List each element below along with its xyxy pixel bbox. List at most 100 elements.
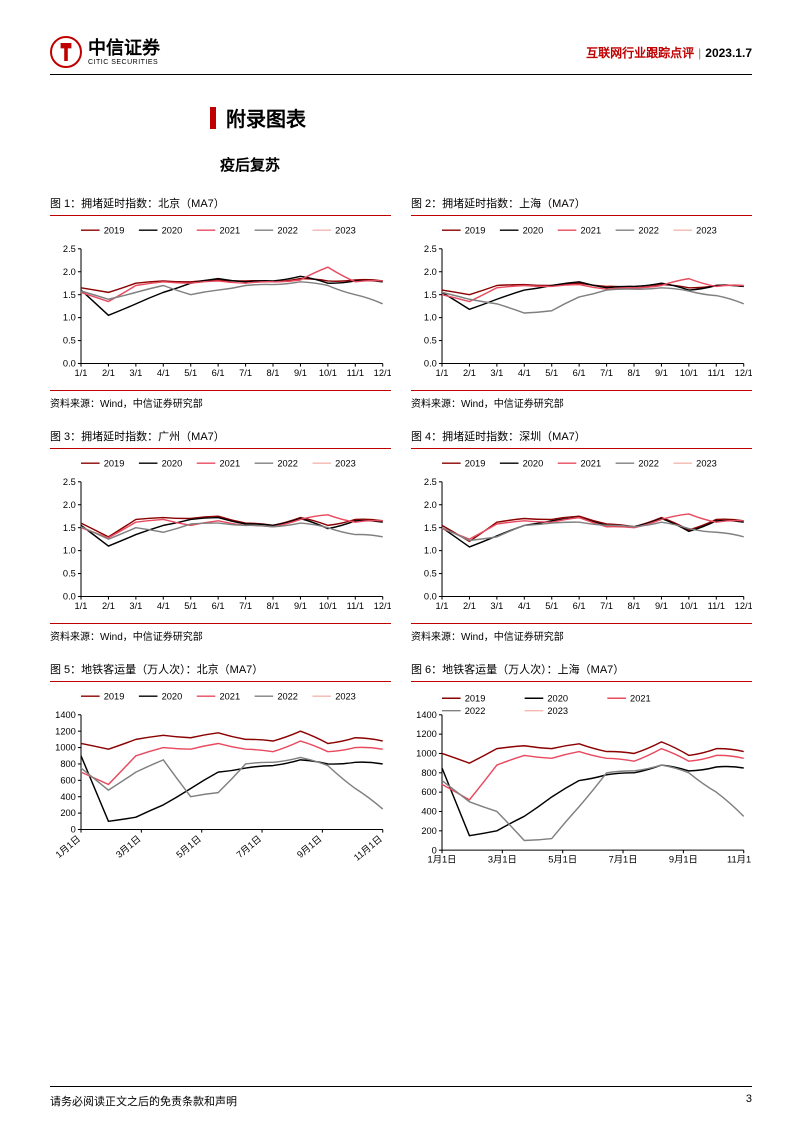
svg-text:0.5: 0.5 (63, 336, 76, 346)
svg-text:10/1: 10/1 (680, 601, 698, 611)
logo-text-en: CITIC SECURITIES (88, 59, 160, 66)
svg-text:2.5: 2.5 (424, 477, 437, 487)
section-heading: 附录图表 (210, 103, 752, 132)
svg-text:6/1: 6/1 (573, 368, 586, 378)
svg-text:1400: 1400 (55, 710, 76, 720)
svg-text:2/1: 2/1 (463, 368, 476, 378)
chart-svg: 201920202021202220230.00.51.01.52.02.51/… (411, 457, 752, 617)
svg-text:3月1日: 3月1日 (488, 855, 517, 865)
svg-text:2.0: 2.0 (424, 267, 437, 277)
svg-text:2020: 2020 (162, 225, 183, 235)
svg-text:2023: 2023 (335, 458, 356, 468)
svg-text:6/1: 6/1 (212, 368, 225, 378)
svg-text:2021: 2021 (219, 225, 240, 235)
chart-block: 图 5：地铁客运量（万人次）：北京（MA7）201920202021202220… (50, 661, 391, 871)
section-heading-text: 附录图表 (226, 103, 306, 132)
svg-text:2022: 2022 (277, 458, 298, 468)
svg-text:5/1: 5/1 (545, 601, 558, 611)
svg-text:1/1: 1/1 (436, 368, 449, 378)
chart-title: 图 4：拥堵延时指数：深圳（MA7） (411, 428, 752, 449)
header-meta: 互联网行业跟踪点评 | 2023.1.7 (586, 44, 752, 61)
svg-text:7月1日: 7月1日 (235, 834, 264, 860)
svg-text:4/1: 4/1 (157, 601, 170, 611)
svg-text:2020: 2020 (162, 458, 183, 468)
chart-block: 图 4：拥堵延时指数：深圳（MA7）201920202021202220230.… (411, 428, 752, 643)
logo: 中信证券 CITIC SECURITIES (50, 36, 160, 68)
chart-block: 图 2：拥堵延时指数：上海（MA7）201920202021202220230.… (411, 195, 752, 410)
svg-text:7/1: 7/1 (239, 368, 252, 378)
chart-source: 资料来源：Wind，中信证券研究部 (50, 390, 391, 410)
svg-text:5月1日: 5月1日 (548, 855, 577, 865)
page-number: 3 (746, 1093, 752, 1109)
chart-source: 资料来源：Wind，中信证券研究部 (411, 390, 752, 410)
header-rule (50, 74, 752, 75)
doc-date: 2023.1.7 (705, 46, 752, 60)
svg-text:2019: 2019 (465, 694, 486, 704)
svg-text:2019: 2019 (465, 458, 486, 468)
svg-text:11/1: 11/1 (347, 601, 364, 611)
chart-block: 图 1：拥堵延时指数：北京（MA7）201920202021202220230.… (50, 195, 391, 410)
svg-text:5/1: 5/1 (184, 601, 197, 611)
chart-grid: 图 1：拥堵延时指数：北京（MA7） 2019 2020 2021 2022 2023 0.… (50, 195, 752, 871)
chart-block: 图 6：地铁客运量（万人次）：上海（MA7）201920202021202220… (411, 661, 752, 871)
svg-text:2021: 2021 (580, 458, 601, 468)
svg-text:2.0: 2.0 (63, 267, 76, 277)
svg-text:9/1: 9/1 (294, 368, 307, 378)
svg-text:1200: 1200 (55, 727, 76, 737)
svg-text:200: 200 (421, 826, 437, 836)
chart-title: 图 6：地铁客运量（万人次）：上海（MA7） (411, 661, 752, 682)
subsection-heading: 疫后复苏 (220, 154, 752, 175)
svg-text:1月1日: 1月1日 (428, 855, 457, 865)
page-footer: 请务必阅读正文之后的免责条款和声明 3 (50, 1086, 752, 1109)
svg-text:1/1: 1/1 (75, 601, 88, 611)
svg-text:2/1: 2/1 (102, 601, 115, 611)
svg-text:3/1: 3/1 (490, 368, 503, 378)
svg-text:6/1: 6/1 (573, 601, 586, 611)
svg-text:3/1: 3/1 (129, 601, 142, 611)
svg-text:6/1: 6/1 (212, 601, 225, 611)
svg-text:600: 600 (421, 788, 437, 798)
svg-text:8/1: 8/1 (628, 368, 641, 378)
svg-text:8/1: 8/1 (628, 601, 641, 611)
svg-text:12/1: 12/1 (374, 601, 391, 611)
svg-text:7/1: 7/1 (600, 368, 613, 378)
svg-text:400: 400 (421, 807, 437, 817)
svg-text:2020: 2020 (162, 692, 183, 702)
svg-text:7/1: 7/1 (239, 601, 252, 611)
svg-text:2020: 2020 (547, 694, 568, 704)
svg-text:0.5: 0.5 (424, 569, 437, 579)
svg-text:2021: 2021 (580, 225, 601, 235)
chart-source: 资料来源：Wind，中信证券研究部 (50, 623, 391, 643)
svg-text:1月1日: 1月1日 (54, 834, 83, 860)
chart-block: 图 3：拥堵延时指数：广州（MA7）201920202021202220230.… (50, 428, 391, 643)
svg-text:2019: 2019 (465, 225, 486, 235)
svg-text:2022: 2022 (277, 225, 298, 235)
svg-text:2.5: 2.5 (63, 477, 76, 487)
svg-text:2023: 2023 (335, 225, 356, 235)
svg-text:2.0: 2.0 (424, 500, 437, 510)
svg-text:9/1: 9/1 (655, 601, 668, 611)
chart-svg: 2019202020212022202302004006008001000120… (50, 690, 391, 871)
svg-text:800: 800 (60, 759, 76, 769)
svg-text:5月1日: 5月1日 (174, 834, 203, 860)
svg-text:0.5: 0.5 (63, 569, 76, 579)
svg-text:2020: 2020 (523, 225, 544, 235)
doc-title: 互联网行业跟踪点评 (586, 44, 694, 61)
svg-text:1000: 1000 (55, 743, 76, 753)
svg-text:10/1: 10/1 (680, 368, 698, 378)
svg-text:2019: 2019 (104, 458, 125, 468)
svg-text:3/1: 3/1 (129, 368, 142, 378)
svg-text:8/1: 8/1 (267, 601, 280, 611)
svg-text:1000: 1000 (416, 749, 437, 759)
svg-text:12/1: 12/1 (735, 368, 752, 378)
svg-text:10/1: 10/1 (319, 601, 337, 611)
svg-text:11/1: 11/1 (347, 368, 364, 378)
svg-text:11月1日: 11月1日 (727, 855, 752, 865)
svg-text:800: 800 (421, 768, 437, 778)
chart-title: 图 2：拥堵延时指数：上海（MA7） (411, 195, 752, 216)
svg-text:2.5: 2.5 (424, 244, 437, 254)
svg-text:200: 200 (60, 809, 76, 819)
svg-text:1.5: 1.5 (424, 290, 437, 300)
svg-text:4/1: 4/1 (518, 368, 531, 378)
chart-title: 图 1：拥堵延时指数：北京（MA7） (50, 195, 391, 216)
